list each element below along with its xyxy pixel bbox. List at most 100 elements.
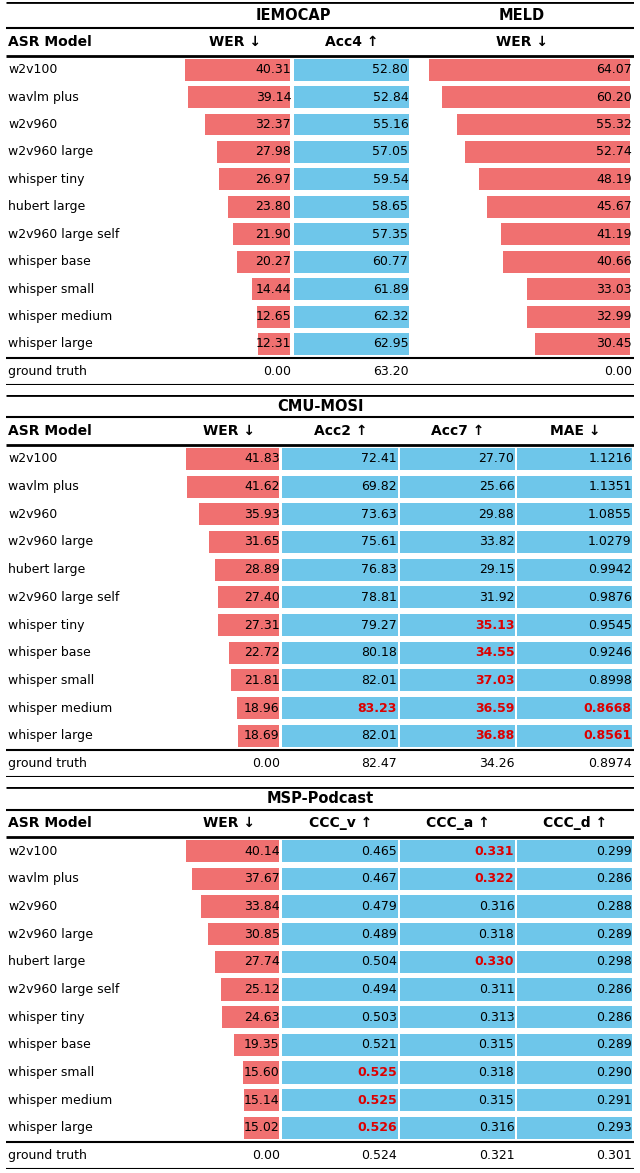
Text: 15.60: 15.60 bbox=[244, 1066, 280, 1079]
Bar bbox=[282, 1062, 397, 1084]
Text: 0.00: 0.00 bbox=[252, 1150, 280, 1162]
Bar bbox=[517, 558, 632, 581]
Text: 0.315: 0.315 bbox=[479, 1038, 515, 1051]
Bar bbox=[399, 642, 515, 664]
Bar bbox=[186, 840, 279, 862]
Bar bbox=[294, 86, 409, 108]
Text: 69.82: 69.82 bbox=[362, 480, 397, 493]
Text: 37.03: 37.03 bbox=[475, 674, 515, 687]
Text: 0.298: 0.298 bbox=[596, 955, 632, 969]
Bar bbox=[282, 923, 397, 945]
Bar bbox=[487, 196, 630, 218]
Text: 30.85: 30.85 bbox=[244, 928, 280, 941]
Text: 52.80: 52.80 bbox=[372, 63, 408, 76]
Bar bbox=[399, 503, 515, 526]
Text: 0.524: 0.524 bbox=[361, 1150, 397, 1162]
Text: 12.65: 12.65 bbox=[255, 310, 291, 323]
Bar bbox=[517, 1117, 632, 1139]
Text: Acc7 ↑: Acc7 ↑ bbox=[431, 425, 484, 439]
Text: 24.63: 24.63 bbox=[244, 1011, 280, 1024]
Bar bbox=[237, 725, 279, 747]
Bar bbox=[399, 586, 515, 609]
Text: whisper large: whisper large bbox=[8, 1121, 93, 1134]
Bar bbox=[399, 923, 515, 945]
Bar bbox=[282, 1033, 397, 1056]
Bar bbox=[257, 306, 290, 327]
Bar bbox=[237, 251, 290, 272]
Text: whisper medium: whisper medium bbox=[8, 1093, 113, 1107]
Text: whisper tiny: whisper tiny bbox=[8, 618, 85, 631]
Text: 0.286: 0.286 bbox=[596, 1011, 632, 1024]
Bar bbox=[517, 951, 632, 972]
Text: 52.74: 52.74 bbox=[596, 145, 632, 158]
Text: 30.45: 30.45 bbox=[596, 338, 632, 351]
Text: 82.01: 82.01 bbox=[361, 730, 397, 743]
Bar bbox=[517, 1090, 632, 1111]
Text: whisper base: whisper base bbox=[8, 1038, 91, 1051]
Text: 48.19: 48.19 bbox=[596, 172, 632, 185]
Bar bbox=[282, 978, 397, 1001]
Text: w2v960: w2v960 bbox=[8, 118, 58, 131]
Bar bbox=[207, 923, 279, 945]
Text: 0.521: 0.521 bbox=[361, 1038, 397, 1051]
Text: 18.69: 18.69 bbox=[244, 730, 280, 743]
Bar bbox=[465, 141, 630, 163]
Text: 31.92: 31.92 bbox=[479, 591, 515, 604]
Bar bbox=[205, 114, 290, 136]
Text: 72.41: 72.41 bbox=[362, 453, 397, 466]
Text: 0.289: 0.289 bbox=[596, 928, 632, 941]
Bar bbox=[517, 697, 632, 719]
Text: 33.03: 33.03 bbox=[596, 283, 632, 296]
Text: 1.0855: 1.0855 bbox=[588, 508, 632, 521]
Bar bbox=[282, 725, 397, 747]
Text: 80.18: 80.18 bbox=[361, 646, 397, 659]
Text: 0.00: 0.00 bbox=[263, 365, 291, 378]
Text: 0.465: 0.465 bbox=[361, 845, 397, 857]
Text: w2v100: w2v100 bbox=[8, 63, 58, 76]
Bar bbox=[535, 333, 630, 355]
Text: ground truth: ground truth bbox=[8, 757, 87, 769]
Text: ASR Model: ASR Model bbox=[8, 816, 92, 830]
Text: Acc4 ↑: Acc4 ↑ bbox=[325, 35, 378, 49]
Text: 0.503: 0.503 bbox=[361, 1011, 397, 1024]
Text: 0.322: 0.322 bbox=[475, 873, 515, 886]
Text: 26.97: 26.97 bbox=[255, 172, 291, 185]
Text: 75.61: 75.61 bbox=[361, 535, 397, 549]
Text: 57.35: 57.35 bbox=[372, 228, 408, 240]
Bar bbox=[282, 642, 397, 664]
Bar bbox=[282, 868, 397, 890]
Text: 36.59: 36.59 bbox=[475, 701, 515, 714]
Bar bbox=[399, 1033, 515, 1056]
Bar bbox=[282, 475, 397, 497]
Text: 21.81: 21.81 bbox=[244, 674, 280, 687]
Bar bbox=[201, 895, 279, 917]
Text: 0.315: 0.315 bbox=[479, 1093, 515, 1107]
Bar bbox=[399, 1006, 515, 1029]
Text: w2v100: w2v100 bbox=[8, 845, 58, 857]
Text: 39.14: 39.14 bbox=[256, 90, 291, 103]
Bar bbox=[237, 697, 279, 719]
Text: 0.8998: 0.8998 bbox=[588, 674, 632, 687]
Bar bbox=[399, 613, 515, 636]
Bar bbox=[399, 868, 515, 890]
Text: 82.01: 82.01 bbox=[361, 674, 397, 687]
Bar bbox=[282, 531, 397, 552]
Text: 0.8561: 0.8561 bbox=[584, 730, 632, 743]
Text: w2v960: w2v960 bbox=[8, 900, 58, 913]
Text: CCC_a ↑: CCC_a ↑ bbox=[426, 816, 490, 830]
Text: whisper large: whisper large bbox=[8, 730, 93, 743]
Bar bbox=[517, 475, 632, 497]
Text: 0.321: 0.321 bbox=[479, 1150, 515, 1162]
Bar bbox=[282, 670, 397, 691]
Text: ground truth: ground truth bbox=[8, 365, 87, 378]
Text: 15.02: 15.02 bbox=[244, 1121, 280, 1134]
Text: w2v960: w2v960 bbox=[8, 508, 58, 521]
Text: 0.331: 0.331 bbox=[475, 845, 515, 857]
Text: 19.35: 19.35 bbox=[244, 1038, 280, 1051]
Bar bbox=[442, 86, 630, 108]
Text: 0.479: 0.479 bbox=[361, 900, 397, 913]
Text: MAE ↓: MAE ↓ bbox=[550, 425, 600, 439]
Text: 41.19: 41.19 bbox=[596, 228, 632, 240]
Text: 33.84: 33.84 bbox=[244, 900, 280, 913]
Text: 25.66: 25.66 bbox=[479, 480, 515, 493]
